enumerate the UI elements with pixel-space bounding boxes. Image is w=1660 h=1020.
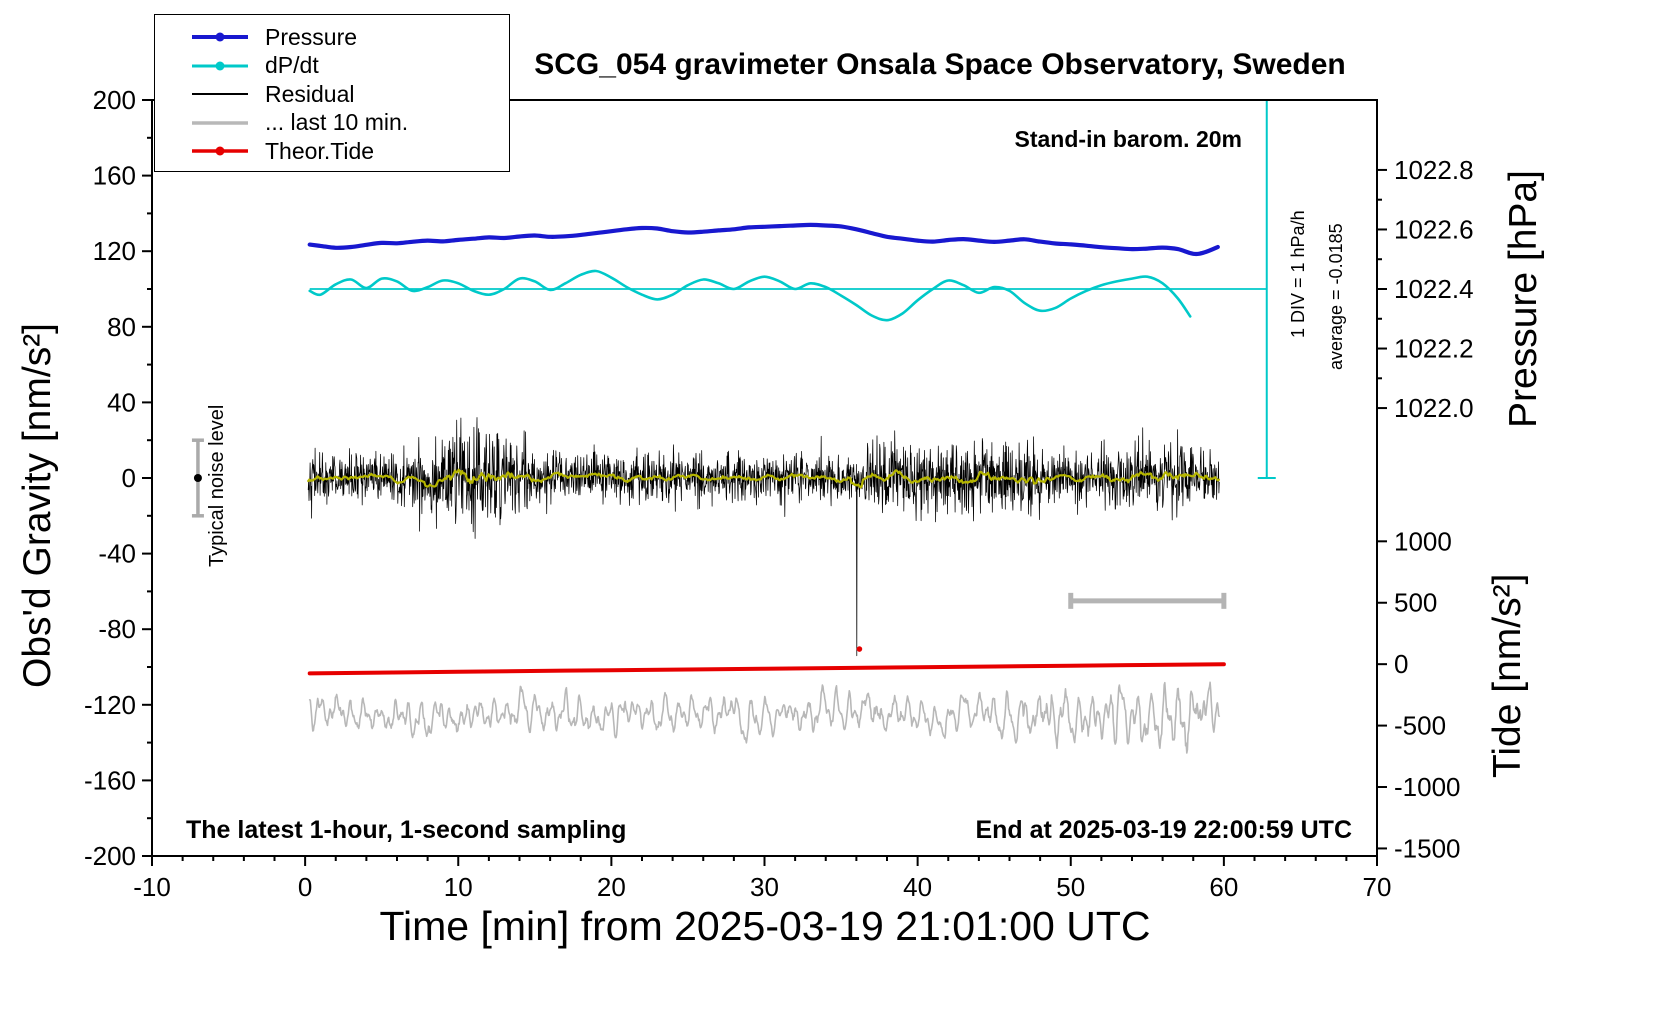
legend-item-residual: Residual <box>189 80 509 109</box>
svg-text:30: 30 <box>750 872 779 902</box>
axis-tick-labels: -10 0 10 20 30 40 50 60 70 200 160 120 80 40 0 -40 -80 -1… <box>84 85 1474 902</box>
svg-text:60: 60 <box>1209 872 1238 902</box>
residual-smoothed-line <box>307 468 1220 489</box>
gravity-axis-title: Obs'd Gravity [nm/s²] <box>16 322 59 688</box>
legend-swatch-residual-icon <box>192 93 248 96</box>
legend-label-dpdt: dP/dt <box>265 52 319 79</box>
standin-annotation: Stand-in barom. 20m <box>1014 126 1242 152</box>
tide-axis-title: Tide [nm/s²] <box>1486 573 1529 778</box>
svg-text:40: 40 <box>903 872 932 902</box>
pressure-axis-title: Pressure [hPa] <box>1502 170 1545 428</box>
svg-text:20: 20 <box>597 872 626 902</box>
noise-level-label: Typical noise level <box>206 404 228 567</box>
svg-text:10: 10 <box>444 872 473 902</box>
svg-text:0: 0 <box>1394 649 1408 679</box>
svg-text:50: 50 <box>1056 872 1085 902</box>
svg-text:120: 120 <box>93 236 136 266</box>
svg-text:0: 0 <box>298 872 312 902</box>
svg-text:1000: 1000 <box>1394 526 1452 556</box>
svg-text:80: 80 <box>107 312 136 342</box>
svg-text:-1000: -1000 <box>1394 772 1461 802</box>
svg-text:1022.6: 1022.6 <box>1394 214 1474 244</box>
legend-item-last10min: ... last 10 min. <box>189 109 509 138</box>
end-time-annotation: End at 2025-03-19 22:00:59 UTC <box>975 816 1352 844</box>
x-axis-title: Time [min] from 2025-03-19 21:01:00 UTC <box>379 903 1151 949</box>
last10min-series-line <box>308 681 1221 754</box>
residual-series-line <box>307 417 1220 657</box>
svg-text:-160: -160 <box>84 765 136 795</box>
legend-label-residual: Residual <box>265 80 355 107</box>
theortide-outlier-dot <box>856 646 863 652</box>
average-note-label: average = -0.0185 <box>1326 223 1346 370</box>
sampling-annotation: The latest 1-hour, 1-second sampling <box>186 816 627 844</box>
legend-item-pressure: Pressure <box>189 23 509 52</box>
legend-swatch-last10min-icon <box>192 121 248 125</box>
svg-text:160: 160 <box>93 161 136 191</box>
legend-label-theortide: Theor.Tide <box>265 137 375 164</box>
legend-swatch-pressure-icon <box>192 32 248 42</box>
svg-text:0: 0 <box>122 463 136 493</box>
svg-text:-1500: -1500 <box>1394 833 1461 863</box>
axis-ticks <box>142 99 1387 866</box>
svg-text:-120: -120 <box>84 690 136 720</box>
svg-text:70: 70 <box>1363 872 1392 902</box>
legend-label-last10min: ... last 10 min. <box>265 109 409 136</box>
legend-item-dpdt: dP/dt <box>189 52 509 81</box>
svg-text:-200: -200 <box>84 841 136 871</box>
legend-swatch-theortide-icon <box>192 146 248 156</box>
svg-text:40: 40 <box>107 387 136 417</box>
svg-text:-80: -80 <box>98 614 136 644</box>
legend-item-theortide: Theor.Tide <box>189 137 509 166</box>
svg-text:200: 200 <box>93 85 136 115</box>
svg-text:500: 500 <box>1394 588 1437 618</box>
pressure-series-line <box>307 222 1220 257</box>
svg-text:1022.4: 1022.4 <box>1394 274 1474 304</box>
legend-label-pressure: Pressure <box>265 23 358 50</box>
svg-text:-500: -500 <box>1394 711 1446 741</box>
svg-text:-10: -10 <box>133 872 171 902</box>
noise-dot <box>193 474 202 482</box>
legend: Pressure dP/dt Residual ... last 10 min. <box>154 14 510 172</box>
svg-text:1022.2: 1022.2 <box>1394 334 1474 364</box>
theortide-series-line <box>307 662 1226 676</box>
svg-text:1022.0: 1022.0 <box>1394 393 1474 423</box>
svg-text:1022.8: 1022.8 <box>1394 155 1474 185</box>
div-note-label: 1 DIV = 1 hPa/h <box>1288 210 1308 338</box>
svg-text:-40: -40 <box>98 539 136 569</box>
dpdt-series-line <box>308 269 1192 322</box>
legend-swatch-dpdt-icon <box>192 61 248 71</box>
chart-title: SCG_054 gravimeter Onsala Space Observat… <box>534 48 1346 81</box>
